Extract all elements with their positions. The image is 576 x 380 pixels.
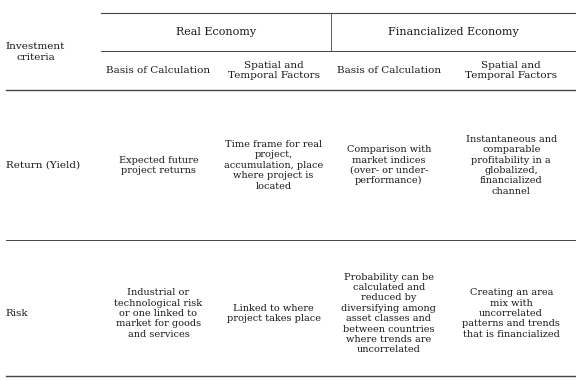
Text: Spatial and
Temporal Factors: Spatial and Temporal Factors [228, 60, 320, 80]
Text: Basis of Calculation: Basis of Calculation [107, 66, 210, 75]
Text: Real Economy: Real Economy [176, 27, 256, 37]
Text: Instantaneous and
comparable
profitability in a
globalized,
financialized
channe: Instantaneous and comparable profitabili… [465, 135, 557, 196]
Text: Return (Yield): Return (Yield) [6, 161, 80, 170]
Text: Investment
criteria: Investment criteria [6, 42, 65, 62]
Text: Creating an area
mix with
uncorrelated
patterns and trends
that is financialized: Creating an area mix with uncorrelated p… [463, 288, 560, 339]
Text: Basis of Calculation: Basis of Calculation [337, 66, 441, 75]
Text: Linked to where
project takes place: Linked to where project takes place [226, 304, 321, 323]
Text: Probability can be
calculated and
reduced by
diversifying among
asset classes an: Probability can be calculated and reduce… [342, 272, 436, 355]
Text: Expected future
project returns: Expected future project returns [119, 155, 198, 175]
Text: Financialized Economy: Financialized Economy [388, 27, 519, 37]
Text: Industrial or
technological risk
or one linked to
market for goods
and services: Industrial or technological risk or one … [115, 288, 202, 339]
Text: Time frame for real
project,
accumulation, place
where project is
located: Time frame for real project, accumulatio… [224, 140, 323, 191]
Text: Comparison with
market indices
(over- or under-
performance): Comparison with market indices (over- or… [347, 145, 431, 185]
Text: Risk: Risk [6, 309, 28, 318]
Text: Spatial and
Temporal Factors: Spatial and Temporal Factors [465, 60, 557, 80]
